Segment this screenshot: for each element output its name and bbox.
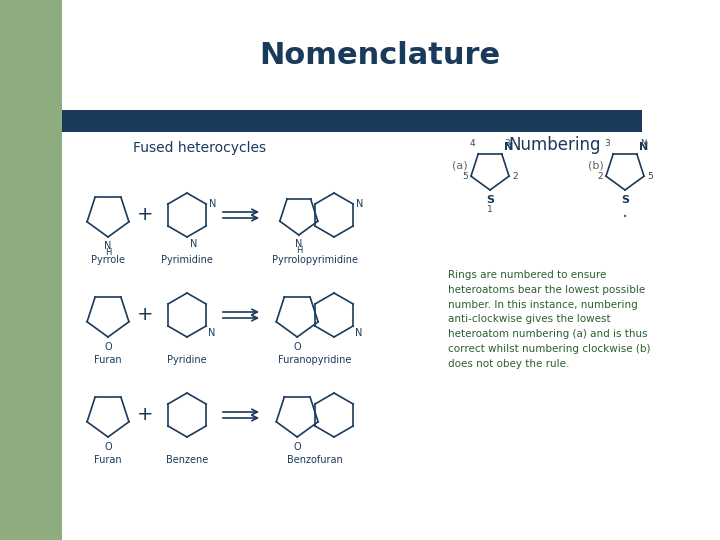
Text: (b): (b) (588, 160, 604, 170)
Text: (a): (a) (452, 160, 467, 170)
Text: Rings are numbered to ensure
heteroatoms bear the lowest possible
number. In thi: Rings are numbered to ensure heteroatoms… (448, 270, 650, 369)
Text: ²: ² (644, 142, 647, 148)
Text: +: + (137, 306, 153, 325)
Text: Nomenclature: Nomenclature (259, 40, 500, 70)
Text: H: H (105, 248, 111, 257)
Text: +: + (137, 206, 153, 225)
Text: O: O (104, 342, 112, 352)
Text: +: + (137, 406, 153, 424)
Bar (0, 0, 62, 540)
Text: N: N (295, 239, 302, 249)
Text: 5: 5 (647, 172, 653, 181)
Text: 3: 3 (505, 139, 510, 148)
Text: ·: · (622, 208, 628, 227)
Text: 5: 5 (462, 172, 468, 181)
Text: N: N (190, 239, 197, 249)
Text: O: O (293, 442, 301, 452)
Text: Furanopyridine: Furanopyridine (279, 355, 351, 365)
Text: Pyrimidine: Pyrimidine (161, 255, 213, 265)
Text: Numbering: Numbering (509, 136, 601, 154)
Text: O: O (293, 342, 301, 352)
Text: H: H (296, 246, 302, 255)
Text: S: S (486, 195, 494, 205)
Text: N: N (504, 142, 513, 152)
Text: S: S (621, 195, 629, 205)
Text: 2: 2 (512, 172, 518, 181)
Text: N: N (209, 199, 217, 209)
Text: Furan: Furan (94, 455, 122, 465)
Text: Benzofuran: Benzofuran (287, 455, 343, 465)
Text: Fused heterocycles: Fused heterocycles (133, 141, 266, 155)
Text: Furan: Furan (94, 355, 122, 365)
Text: N: N (104, 241, 112, 251)
Text: Benzene: Benzene (166, 455, 208, 465)
Text: N: N (355, 328, 362, 338)
FancyBboxPatch shape (0, 0, 215, 135)
Text: Pyrrole: Pyrrole (91, 255, 125, 265)
Text: O: O (104, 442, 112, 452)
Text: N: N (208, 328, 215, 338)
Text: 1: 1 (487, 205, 493, 214)
Text: Pyridine: Pyridine (167, 355, 207, 365)
Text: N: N (639, 142, 648, 152)
Text: N: N (640, 139, 646, 148)
Text: 3: 3 (605, 139, 611, 148)
Text: 2: 2 (598, 172, 603, 181)
Bar (62, 110, 642, 132)
Text: 4: 4 (469, 139, 475, 148)
Text: N: N (356, 199, 364, 209)
Text: Pyrrolopyrimidine: Pyrrolopyrimidine (272, 255, 358, 265)
